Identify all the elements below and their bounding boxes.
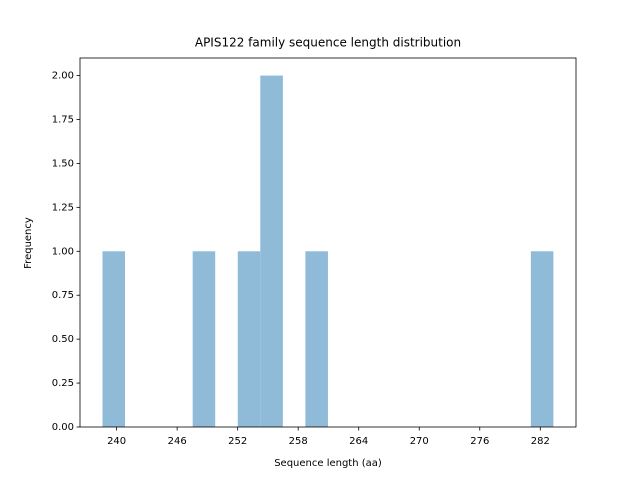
plot-frame <box>79 57 577 428</box>
y-tick-label: 2.00 <box>52 71 74 82</box>
y-tick-label: 1.50 <box>52 158 74 169</box>
x-tick-label: 258 <box>289 436 308 447</box>
y-tick-label: 1.00 <box>52 246 74 257</box>
bar <box>305 251 328 427</box>
x-axis-label: Sequence length (aa) <box>274 458 382 469</box>
y-tick-label: 0.75 <box>52 290 74 301</box>
x-tick-label: 246 <box>168 436 187 447</box>
bar <box>237 251 261 427</box>
chart-title: APIS122 family sequence length distribut… <box>195 36 461 50</box>
bar <box>192 251 216 427</box>
y-tick-label: 1.75 <box>52 115 74 126</box>
y-tick-label: 1.25 <box>52 202 74 213</box>
y-axis-label: Frequency <box>23 217 34 269</box>
y-tick-label: 0.50 <box>52 334 74 345</box>
x-tick-label: 240 <box>107 436 126 447</box>
x-tick-label: 264 <box>349 436 368 447</box>
x-tick-label: 276 <box>470 436 489 447</box>
x-tick-label: 252 <box>228 436 247 447</box>
x-tick-label: 270 <box>410 436 429 447</box>
y-tick-label: 0.25 <box>52 378 74 389</box>
x-tick-label: 282 <box>531 436 550 447</box>
bar <box>102 251 126 427</box>
y-tick-label: 0.00 <box>52 422 74 433</box>
bar <box>260 75 283 428</box>
bar <box>530 251 554 427</box>
